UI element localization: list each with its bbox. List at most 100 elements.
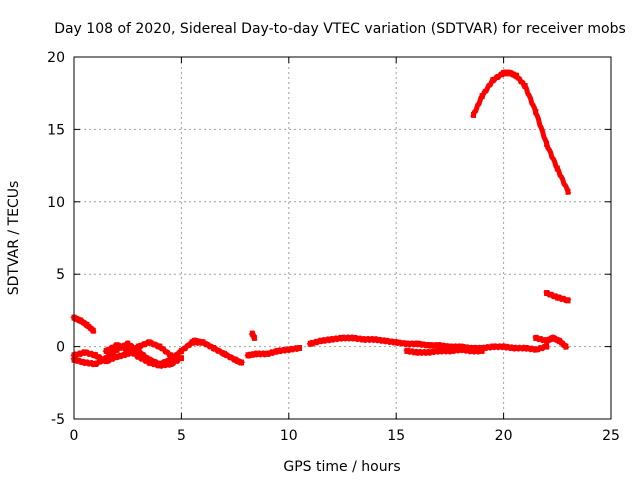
data-point	[135, 343, 141, 350]
data-point	[168, 352, 174, 359]
data-point	[125, 340, 131, 347]
series-blip-b	[190, 337, 205, 346]
data-point	[232, 356, 238, 363]
data-point	[157, 343, 163, 350]
y-axis-title: SDTVAR / TECUs	[6, 181, 22, 296]
data-point	[447, 347, 453, 354]
data-point	[125, 350, 131, 357]
data-point	[178, 355, 184, 362]
data-point	[415, 340, 421, 347]
data-point	[275, 347, 281, 354]
data-point	[84, 321, 90, 328]
data-point	[178, 347, 184, 354]
data-point	[554, 165, 560, 172]
data-point	[125, 346, 131, 353]
x-tick-label: 0	[70, 428, 79, 444]
data-point	[103, 358, 109, 365]
data-point	[556, 337, 562, 344]
data-point	[307, 340, 313, 347]
data-point	[479, 347, 485, 354]
data-point	[114, 342, 120, 349]
data-point	[146, 339, 152, 346]
data-point	[82, 349, 88, 356]
y-tick-label: 15	[47, 122, 65, 138]
data-point	[563, 343, 569, 350]
data-point	[146, 359, 152, 366]
x-tick-label: 20	[495, 428, 513, 444]
data-point	[211, 345, 217, 351]
x-tick-label: 25	[602, 428, 620, 444]
data-point	[93, 352, 98, 359]
data-point	[350, 334, 356, 341]
data-point	[490, 77, 496, 84]
series-segment-mid	[244, 345, 302, 359]
data-point	[565, 188, 571, 195]
data-point	[372, 336, 378, 343]
data-point	[383, 337, 388, 344]
data-point	[168, 356, 174, 363]
y-tick-label: 10	[47, 195, 65, 211]
series-band-low-b	[70, 339, 174, 365]
series-arc-high	[470, 69, 572, 195]
data-point	[415, 349, 421, 356]
y-tick-label: 0	[56, 340, 65, 356]
data-point	[501, 69, 507, 76]
data-point	[318, 337, 324, 344]
data-point	[90, 327, 96, 334]
data-point	[533, 109, 539, 115]
data-point	[254, 350, 260, 357]
data-point	[103, 347, 109, 354]
data-point	[340, 334, 345, 341]
axis-ticks: 0 5 10 15 20 25 -5 0 5 10 15 20	[47, 50, 620, 444]
data-point	[264, 350, 270, 357]
data-point	[522, 345, 528, 351]
data-point	[565, 297, 571, 304]
data-point	[468, 347, 474, 354]
data-point	[245, 352, 251, 359]
chart-title: Day 108 of 2020, Sidereal Day-to-day VTE…	[54, 21, 626, 37]
data-point	[544, 140, 550, 147]
data-point	[425, 342, 431, 349]
data-point	[93, 361, 98, 367]
data-point	[239, 359, 244, 366]
data-point	[514, 72, 519, 79]
series-segment-start	[70, 314, 97, 334]
data-point	[135, 353, 141, 360]
data-point	[198, 339, 204, 346]
data-point	[251, 334, 257, 341]
data-point	[221, 350, 227, 357]
data-point	[533, 346, 539, 353]
data-point	[425, 349, 431, 356]
data-point	[544, 290, 550, 296]
series-band-low-c	[102, 342, 185, 369]
data-point	[404, 347, 410, 354]
data-point	[501, 343, 507, 350]
data-point	[157, 362, 163, 369]
data-point	[447, 343, 453, 350]
x-tick-label: 10	[280, 428, 298, 444]
y-tick-label: -5	[51, 412, 65, 428]
data-point	[114, 353, 120, 360]
data-point	[135, 347, 141, 354]
data-point	[286, 346, 292, 353]
series-segment-late	[403, 346, 486, 356]
series-line	[470, 69, 572, 195]
data-point	[507, 69, 513, 76]
data-point	[168, 361, 174, 367]
series-segment-step	[543, 290, 572, 304]
data-point	[404, 340, 410, 347]
data-point	[544, 337, 550, 344]
data-point	[458, 346, 464, 353]
series-segment-end	[532, 334, 570, 350]
x-tick-label: 5	[177, 428, 186, 444]
data-point	[393, 339, 399, 346]
series-line	[70, 339, 174, 364]
data-point	[522, 83, 528, 89]
data-point	[436, 342, 442, 349]
plot-frame	[73, 56, 612, 420]
data-point	[479, 93, 485, 100]
data-point	[554, 294, 560, 301]
data-series-group	[70, 69, 572, 369]
